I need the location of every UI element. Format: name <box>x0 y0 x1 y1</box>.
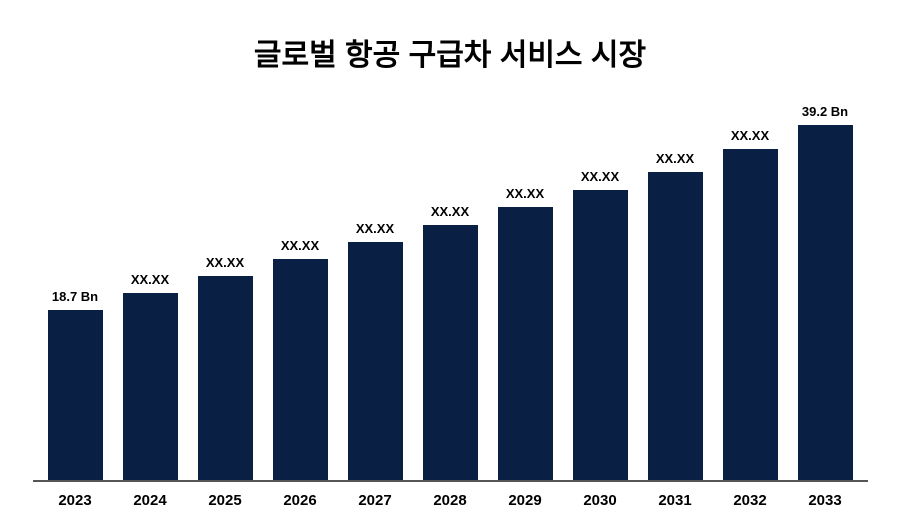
bar-wrap: XX.XX <box>115 104 185 480</box>
bar <box>423 225 478 480</box>
bar <box>48 310 103 479</box>
x-axis-label: 2023 <box>40 492 110 509</box>
plot-area: 18.7 Bn XX.XX XX.XX XX.XX XX.XX XX.XX XX.XX XX.… <box>33 104 868 482</box>
bar <box>798 125 853 480</box>
bar <box>573 190 628 480</box>
bar-value-label: XX.XX <box>581 169 619 184</box>
x-axis-label: 2029 <box>490 492 560 509</box>
bar-value-label: XX.XX <box>731 128 769 143</box>
x-axis-label: 2024 <box>115 492 185 509</box>
bar-wrap: XX.XX <box>565 104 635 480</box>
bar-value-label: XX.XX <box>656 151 694 166</box>
bar-value-label: XX.XX <box>131 272 169 287</box>
x-axis-label: 2028 <box>415 492 485 509</box>
bar-value-label: XX.XX <box>431 204 469 219</box>
bar-value-label: 39.2 Bn <box>802 104 848 119</box>
bar-wrap: XX.XX <box>490 104 560 480</box>
bar <box>198 276 253 480</box>
x-axis-label: 2030 <box>565 492 635 509</box>
bar-value-label: 18.7 Bn <box>52 289 98 304</box>
x-axis-label: 2031 <box>640 492 710 509</box>
x-axis-label: 2026 <box>265 492 335 509</box>
bar <box>498 207 553 479</box>
chart-container: 글로벌 항공 구급차 서비스 시장 18.7 Bn XX.XX XX.XX XX.XX… <box>0 0 900 525</box>
bar-value-label: XX.XX <box>206 255 244 270</box>
x-axis-label: 2027 <box>340 492 410 509</box>
x-axis-label: 2025 <box>190 492 260 509</box>
bar-wrap: XX.XX <box>640 104 710 480</box>
bar-wrap: XX.XX <box>415 104 485 480</box>
x-axis-label: 2033 <box>790 492 860 509</box>
bar-wrap: 39.2 Bn <box>790 104 860 480</box>
x-axis-label: 2032 <box>715 492 785 509</box>
bar <box>123 293 178 479</box>
bar <box>723 149 778 479</box>
bar-wrap: XX.XX <box>340 104 410 480</box>
bar-wrap: XX.XX <box>715 104 785 480</box>
bar-value-label: XX.XX <box>356 221 394 236</box>
bar-wrap: 18.7 Bn <box>40 104 110 480</box>
bar <box>348 242 403 480</box>
bar-wrap: XX.XX <box>265 104 335 480</box>
bar-wrap: XX.XX <box>190 104 260 480</box>
bar <box>648 172 703 480</box>
bar-value-label: XX.XX <box>281 238 319 253</box>
x-axis: 2023 2024 2025 2026 2027 2028 2029 2030 2031 2032… <box>33 492 868 509</box>
bar <box>273 259 328 480</box>
chart-title: 글로벌 항공 구급차 서비스 시장 <box>254 30 646 74</box>
bar-value-label: XX.XX <box>506 186 544 201</box>
